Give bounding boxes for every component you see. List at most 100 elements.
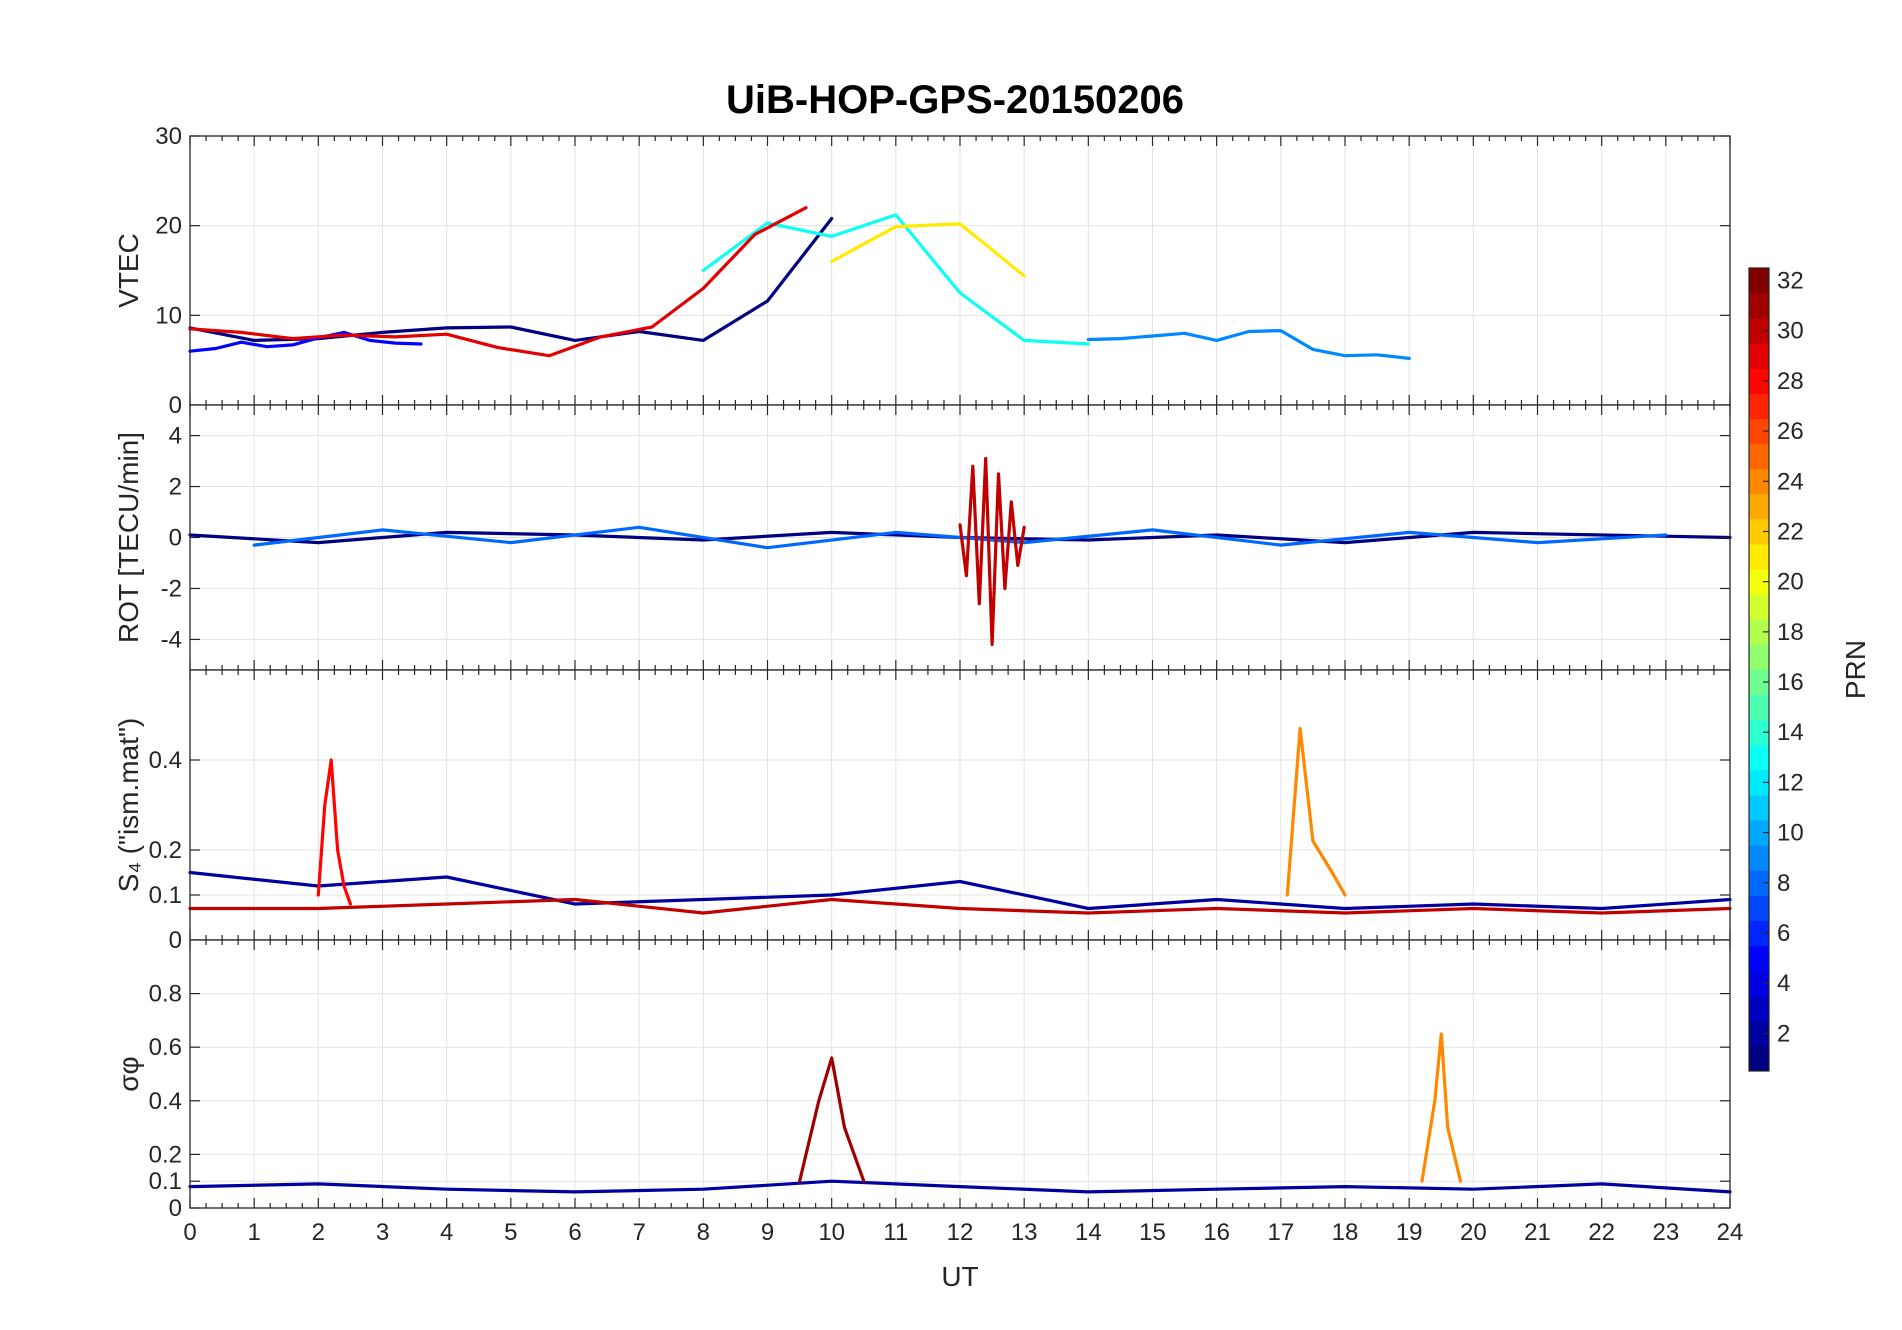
x-tick-label: 23	[1652, 1219, 1679, 1246]
y-tick-label: 0	[169, 525, 182, 552]
y-tick-label: 4	[169, 423, 182, 450]
colorbar-swatch	[1749, 694, 1769, 721]
y-tick-label: -4	[161, 626, 182, 653]
colorbar-swatch	[1749, 820, 1769, 846]
colorbar-tick-label: 14	[1777, 719, 1804, 746]
x-tick-label: 0	[183, 1219, 196, 1246]
series-prn-21	[830, 222, 1026, 278]
colorbar-swatch	[1749, 845, 1769, 871]
colorbar-tick-label: 32	[1777, 268, 1804, 295]
colorbar-tick-label: 6	[1777, 920, 1790, 947]
colorbar-swatch	[1749, 468, 1769, 495]
x-tick-label: 18	[1332, 1219, 1359, 1246]
x-tick-label: 7	[632, 1219, 645, 1246]
colorbar-swatch	[1749, 744, 1769, 771]
colorbar-tick-label: 22	[1777, 518, 1804, 545]
x-tick-label: 8	[697, 1219, 710, 1246]
x-tick-label: 11	[883, 1219, 908, 1246]
y-tick-label: 0	[169, 1195, 182, 1222]
series-prn-9	[1086, 329, 1411, 360]
y-tick-label: 10	[155, 302, 182, 329]
y-tick-label: 0.1	[149, 882, 182, 909]
colorbar-tick-label: 26	[1777, 418, 1804, 445]
x-tick-label: 16	[1203, 1219, 1230, 1246]
colorbar-swatch	[1749, 794, 1769, 821]
series-prn-13	[701, 213, 1090, 346]
series-prn-24	[1285, 726, 1347, 897]
series-prn-30	[958, 456, 1026, 647]
colorbar-swatch	[1749, 669, 1769, 696]
x-tick-label: 9	[761, 1219, 774, 1246]
colorbar-swatch	[1749, 318, 1769, 344]
colorbar-tick-label: 18	[1777, 619, 1804, 646]
y-tick-label: 0.2	[149, 1141, 182, 1168]
colorbar-swatch	[1749, 619, 1769, 645]
y-tick-label: 2	[169, 474, 182, 501]
colorbar-swatch	[1749, 995, 1769, 1022]
colorbar-frame	[1748, 267, 1770, 1072]
colorbar-swatch	[1749, 569, 1769, 595]
x-tick-label: 10	[818, 1219, 845, 1246]
x-tick-label: 19	[1396, 1219, 1423, 1246]
x-tick-label: 5	[504, 1219, 517, 1246]
x-axis-label: UT	[941, 1261, 978, 1292]
colorbar-swatch	[1749, 719, 1769, 746]
y-tick-label: 0.2	[149, 837, 182, 864]
colorbar-swatch	[1749, 343, 1769, 369]
y-tick-label: 0.4	[149, 1088, 182, 1115]
colorbar-swatch	[1749, 594, 1769, 620]
colorbar-tick-label: 16	[1777, 669, 1804, 696]
colorbar-tick-label: 12	[1777, 769, 1804, 796]
colorbar-swatch	[1749, 544, 1769, 570]
colorbar-swatch	[1749, 418, 1769, 445]
series-prn-2	[188, 1179, 1732, 1194]
x-tick-label: 12	[947, 1219, 974, 1246]
colorbar-swatch	[1749, 268, 1769, 294]
colorbar-swatch	[1749, 518, 1769, 545]
colorbar-swatch	[1749, 1045, 1769, 1072]
panel-VTEC: 0 10 20 30 VTEC	[113, 123, 1731, 419]
colorbar-swatch	[1749, 368, 1769, 394]
colorbar-tick-label: 2	[1777, 1020, 1790, 1047]
y-tick-label: 20	[155, 213, 182, 240]
colorbar-tick-label: 4	[1777, 970, 1790, 997]
y-axis-label: ROT [TECU/min]	[113, 432, 144, 643]
x-tick-label: 6	[568, 1219, 581, 1246]
series-prn-29	[188, 206, 808, 358]
series-prn-5	[188, 330, 423, 353]
colorbar-swatch	[1749, 393, 1769, 420]
x-tick-label: 21	[1524, 1219, 1551, 1246]
colorbar-swatch	[1749, 945, 1769, 972]
chart-title: UiB-HOP-GPS-20150206	[726, 78, 1184, 122]
y-tick-label: 0	[169, 927, 182, 954]
x-tick-label: 13	[1011, 1219, 1038, 1246]
colorbar-swatch	[1749, 293, 1769, 319]
y-axis-label: σφ	[113, 1056, 144, 1091]
y-tick-label: 30	[155, 123, 182, 150]
colorbar-tick-label: 20	[1777, 569, 1804, 596]
colorbar-swatch	[1749, 970, 1769, 997]
x-tick-label: 2	[312, 1219, 325, 1246]
colorbar-tick-label: 24	[1777, 468, 1804, 495]
y-axis-label: VTEC	[113, 233, 144, 308]
x-tick-label: 3	[376, 1219, 389, 1246]
y-tick-label: 0.8	[149, 981, 182, 1008]
colorbar-label: PRN	[1840, 640, 1871, 699]
series-prn-31	[797, 1056, 866, 1183]
panel-S4: 0 0.1 0.2 0.4S₄ ("ism.mat")	[113, 669, 1732, 954]
x-tick-label: 15	[1139, 1219, 1166, 1246]
colorbar-swatch	[1749, 493, 1769, 520]
colorbar-tick-label: 10	[1777, 820, 1804, 847]
series-prn-24	[1420, 1032, 1463, 1183]
series-prn-30	[188, 897, 1732, 915]
colorbar-swatch	[1749, 870, 1769, 896]
y-tick-label: 0	[169, 392, 182, 419]
colorbar-swatch	[1749, 1020, 1769, 1047]
x-tick-label: 4	[440, 1219, 453, 1246]
x-tick-label: 17	[1267, 1219, 1294, 1246]
y-tick-label: -2	[161, 575, 182, 602]
y-tick-label: 0.4	[149, 747, 182, 774]
